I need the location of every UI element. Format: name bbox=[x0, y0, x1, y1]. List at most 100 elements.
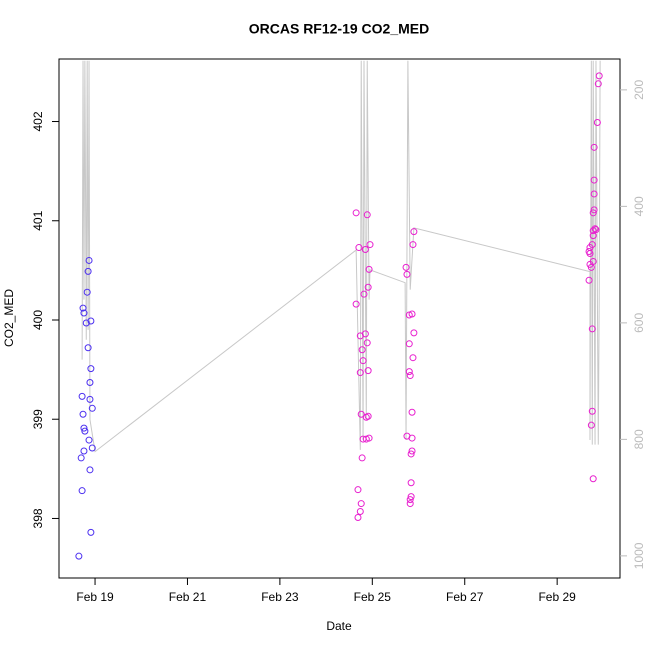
plot-area bbox=[75, 60, 603, 560]
data-point bbox=[595, 72, 603, 80]
data-point bbox=[594, 80, 602, 88]
y-tick-label: 401 bbox=[31, 210, 45, 230]
data-point bbox=[80, 424, 88, 432]
data-point bbox=[358, 346, 366, 354]
data-point bbox=[360, 290, 368, 298]
data-point bbox=[79, 304, 87, 312]
data-point bbox=[79, 410, 87, 418]
y2-tick-label: 600 bbox=[632, 313, 646, 333]
data-point bbox=[363, 211, 371, 219]
data-point bbox=[590, 190, 598, 198]
y2-tick-label: 400 bbox=[632, 196, 646, 216]
chart-title: ORCAS RF12-19 CO2_MED bbox=[249, 21, 430, 37]
data-point bbox=[77, 454, 85, 462]
x-tick-label: Feb 29 bbox=[538, 590, 576, 604]
data-point bbox=[409, 241, 417, 249]
data-point bbox=[406, 496, 414, 504]
data-point bbox=[365, 434, 373, 442]
data-point bbox=[589, 209, 597, 217]
data-point bbox=[361, 330, 369, 338]
data-point bbox=[405, 368, 413, 376]
y-tick-label: 398 bbox=[31, 508, 45, 528]
data-point bbox=[86, 466, 94, 474]
data-point bbox=[86, 379, 94, 387]
data-point bbox=[408, 408, 416, 416]
data-point bbox=[407, 479, 415, 487]
data-point bbox=[408, 310, 416, 318]
data-point bbox=[589, 232, 597, 240]
x-tick-label: Feb 19 bbox=[76, 590, 114, 604]
data-point bbox=[405, 340, 413, 348]
y-tick-label: 402 bbox=[31, 111, 45, 131]
data-point bbox=[402, 263, 410, 271]
data-point bbox=[364, 283, 372, 291]
x-tick-label: Feb 23 bbox=[261, 590, 299, 604]
data-point bbox=[84, 344, 92, 352]
data-point bbox=[356, 369, 364, 377]
data-point bbox=[365, 265, 373, 273]
plot-frame bbox=[58, 58, 621, 579]
data-point bbox=[592, 226, 600, 234]
data-point bbox=[590, 206, 598, 214]
data-point bbox=[83, 288, 91, 296]
data-point bbox=[352, 209, 360, 217]
y-tick-label: 399 bbox=[31, 409, 45, 429]
data-point bbox=[361, 246, 369, 254]
data-point bbox=[84, 267, 92, 275]
data-point bbox=[87, 317, 95, 325]
data-point bbox=[407, 450, 415, 458]
data-point bbox=[78, 487, 86, 495]
data-point bbox=[588, 407, 596, 415]
data-point bbox=[81, 427, 89, 435]
data-point bbox=[87, 528, 95, 536]
data-point bbox=[356, 508, 364, 516]
data-point bbox=[587, 421, 595, 429]
data-point bbox=[409, 354, 417, 362]
data-point bbox=[357, 410, 365, 418]
data-point bbox=[363, 339, 371, 347]
data-point bbox=[359, 357, 367, 365]
y2-tick-label: 800 bbox=[632, 429, 646, 449]
data-point bbox=[366, 241, 374, 249]
data-point bbox=[80, 309, 88, 317]
data-point bbox=[406, 372, 414, 380]
data-point bbox=[354, 486, 362, 494]
data-point bbox=[410, 329, 418, 337]
y2-tick-label: 1000 bbox=[632, 542, 646, 569]
data-point bbox=[589, 475, 597, 483]
data-point bbox=[408, 434, 416, 442]
x-axis-label: Date bbox=[326, 619, 352, 633]
data-point bbox=[407, 493, 415, 501]
data-point bbox=[355, 244, 363, 252]
x-tick-label: Feb 25 bbox=[354, 590, 392, 604]
data-point bbox=[590, 176, 598, 184]
data-point bbox=[354, 513, 362, 521]
data-point bbox=[591, 225, 599, 233]
data-point bbox=[88, 404, 96, 412]
y-axis-label: CO2_MED bbox=[2, 289, 16, 347]
data-point bbox=[408, 447, 416, 455]
data-point bbox=[590, 143, 598, 151]
data-point bbox=[588, 325, 596, 333]
data-point bbox=[352, 300, 360, 308]
x-tick-label: Feb 27 bbox=[446, 590, 484, 604]
data-point bbox=[406, 500, 414, 508]
data-point bbox=[87, 365, 95, 373]
data-point bbox=[85, 436, 93, 444]
data-point bbox=[358, 454, 366, 462]
data-point bbox=[410, 228, 418, 236]
data-point bbox=[357, 500, 365, 508]
data-point bbox=[75, 552, 83, 560]
data-point bbox=[82, 319, 90, 327]
data-point bbox=[586, 260, 594, 268]
data-point bbox=[585, 276, 593, 284]
data-point bbox=[86, 395, 94, 403]
data-point bbox=[588, 241, 596, 249]
x-tick-label: Feb 21 bbox=[169, 590, 207, 604]
data-point bbox=[593, 119, 601, 127]
data-point bbox=[85, 256, 93, 264]
data-point bbox=[364, 367, 372, 375]
